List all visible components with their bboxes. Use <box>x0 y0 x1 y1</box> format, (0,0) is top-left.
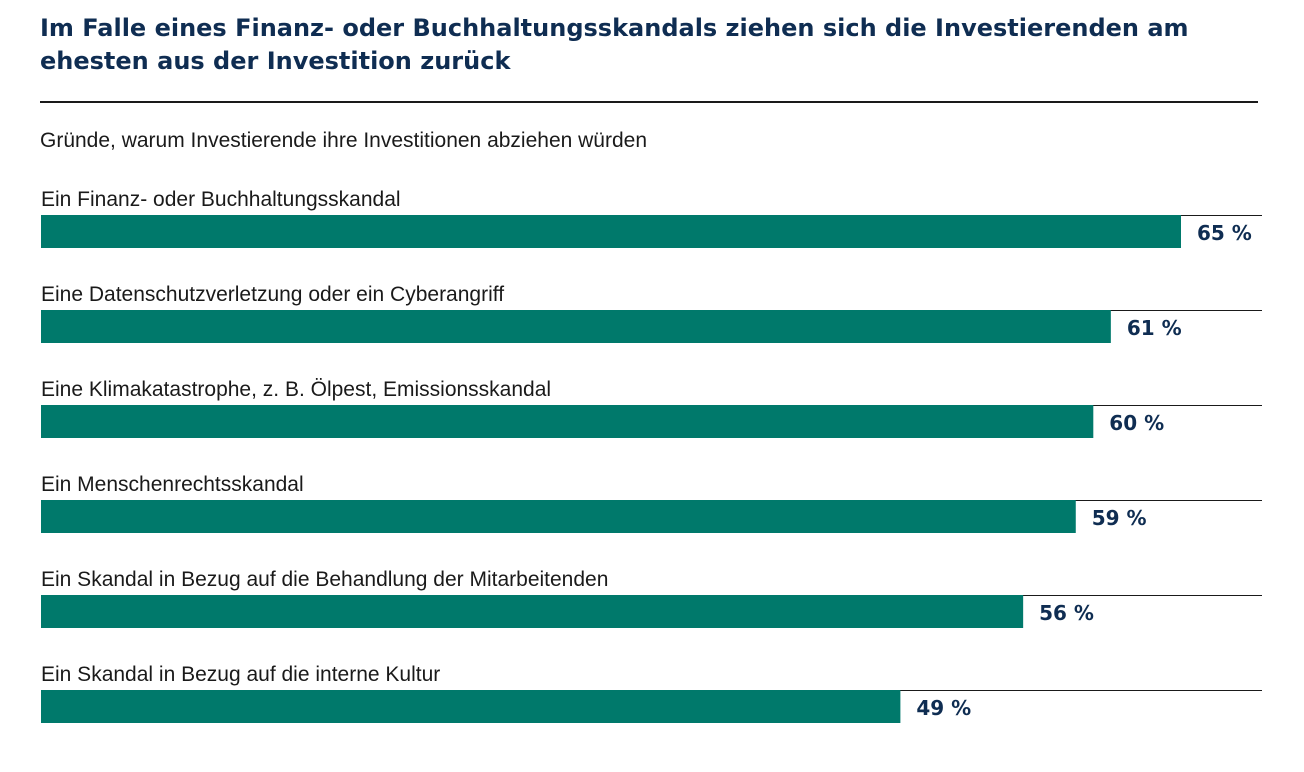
value-label: 59 % <box>1092 506 1147 530</box>
value-label: 56 % <box>1039 601 1094 625</box>
bar-row: Eine Klimakatastrophe, z. B. Ölpest, Emi… <box>41 378 1262 438</box>
value-label: 49 % <box>916 696 971 720</box>
value-label: 60 % <box>1109 411 1164 435</box>
chart-title: Im Falle eines Finanz- oder Buchhaltungs… <box>40 14 1189 75</box>
chart-subtitle: Gründe, warum Investierende ihre Investi… <box>40 129 648 152</box>
bar <box>41 215 1181 248</box>
bar-row: Eine Datenschutzverletzung oder ein Cybe… <box>41 283 1262 343</box>
bar-row: Ein Finanz- oder Buchhaltungsskandal 65 % <box>41 188 1262 248</box>
value-label: 65 % <box>1197 221 1252 245</box>
bar <box>41 500 1076 533</box>
category-label: Ein Skandal in Bezug auf die interne Kul… <box>41 663 440 686</box>
bar-row: Ein Skandal in Bezug auf die interne Kul… <box>41 663 1262 723</box>
bar-row: Ein Menschenrechtsskandal 59 % <box>41 473 1262 533</box>
bar-row: Ein Skandal in Bezug auf die Behandlung … <box>41 568 1262 628</box>
category-label: Eine Klimakatastrophe, z. B. Ölpest, Emi… <box>41 378 551 401</box>
title-divider <box>40 101 1258 103</box>
category-label: Eine Datenschutzverletzung oder ein Cybe… <box>41 283 504 306</box>
category-label: Ein Finanz- oder Buchhaltungsskandal <box>41 188 401 211</box>
category-label: Ein Menschenrechtsskandal <box>41 473 304 496</box>
bar <box>41 405 1094 438</box>
value-label: 61 % <box>1127 316 1182 340</box>
bar <box>41 595 1024 628</box>
bar <box>41 690 901 723</box>
bar <box>41 310 1111 343</box>
category-label: Ein Skandal in Bezug auf die Behandlung … <box>41 568 608 591</box>
